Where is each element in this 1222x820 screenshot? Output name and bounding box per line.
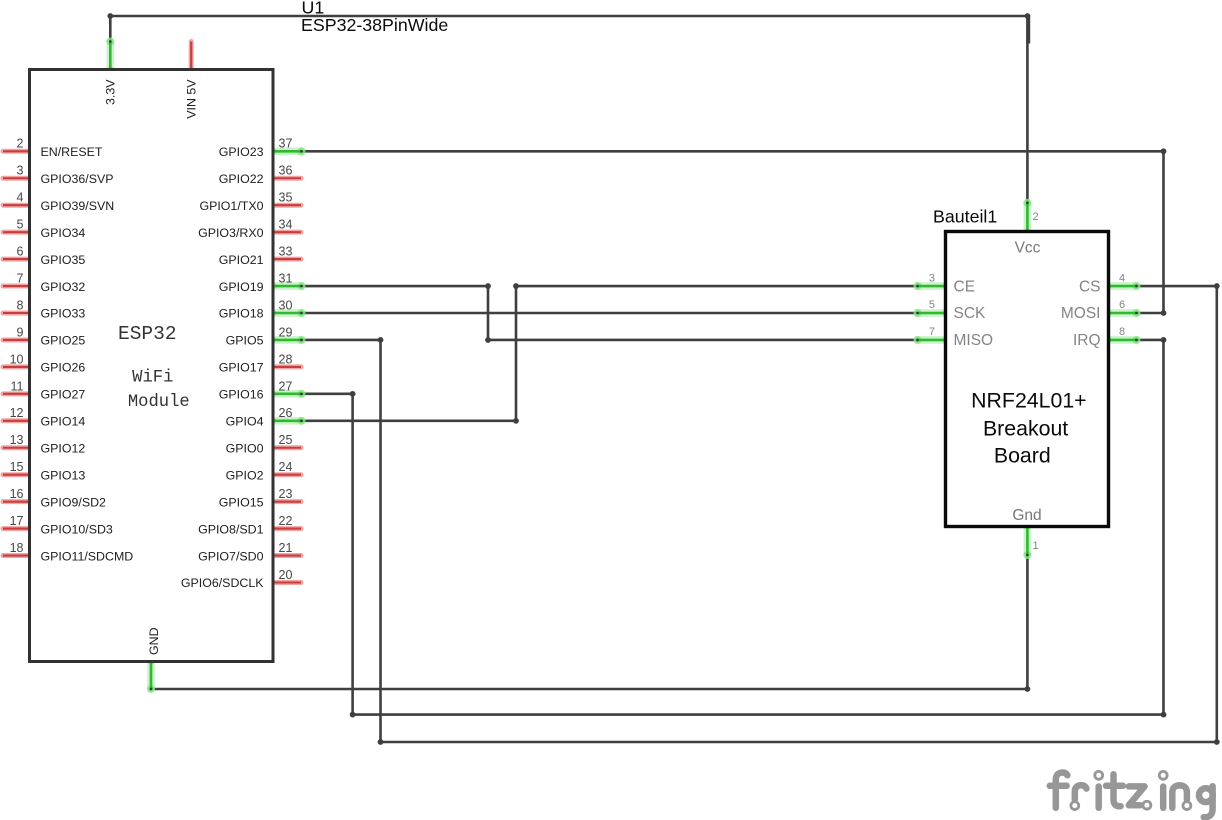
svg-text:35: 35 [279,191,293,205]
svg-text:GPIO32: GPIO32 [41,280,86,294]
svg-text:GPIO5: GPIO5 [226,334,264,348]
svg-text:GPIO25: GPIO25 [41,334,86,348]
svg-text:GPIO34: GPIO34 [41,226,86,240]
svg-text:GPIO35: GPIO35 [41,253,86,267]
svg-text:WiFi: WiFi [132,369,173,388]
svg-text:5: 5 [929,299,935,311]
svg-text:GPIO9/SD2: GPIO9/SD2 [41,495,107,509]
svg-text:CS: CS [1079,278,1101,295]
svg-text:22: 22 [279,514,293,528]
svg-text:9: 9 [17,325,24,339]
svg-text:GPIO18: GPIO18 [219,307,264,321]
svg-text:CE: CE [954,278,976,295]
svg-text:6: 6 [1119,299,1125,311]
svg-text:EN/RESET: EN/RESET [41,145,103,159]
svg-text:Bauteil1: Bauteil1 [933,207,997,227]
svg-text:29: 29 [279,325,293,339]
svg-text:30: 30 [279,298,293,312]
svg-text:1: 1 [1033,540,1039,552]
svg-text:15: 15 [10,460,24,474]
svg-text:2: 2 [17,137,24,151]
svg-text:GPIO26: GPIO26 [41,361,86,375]
svg-text:12: 12 [10,406,24,420]
svg-text:GPIO3/RX0: GPIO3/RX0 [198,226,264,240]
svg-text:8: 8 [1119,326,1125,338]
svg-text:MOSI: MOSI [1061,305,1101,322]
svg-text:7: 7 [929,326,935,338]
svg-text:21: 21 [279,541,293,555]
svg-text:GPIO21: GPIO21 [219,253,264,267]
svg-text:GPIO7/SD0: GPIO7/SD0 [198,549,264,563]
svg-text:Breakout: Breakout [983,417,1068,441]
svg-text:28: 28 [279,352,293,366]
svg-text:GPIO1/TX0: GPIO1/TX0 [199,199,263,213]
svg-text:GPIO11/SDCMD: GPIO11/SDCMD [41,549,134,563]
svg-text:3.3V: 3.3V [104,79,118,105]
svg-text:25: 25 [279,433,293,447]
svg-text:20: 20 [279,568,293,582]
svg-text:8: 8 [17,298,24,312]
svg-text:37: 37 [279,137,293,151]
svg-text:18: 18 [10,541,24,555]
svg-text:GPIO17: GPIO17 [219,361,264,375]
svg-text:GPIO13: GPIO13 [41,468,86,482]
svg-text:34: 34 [279,218,293,232]
svg-text:31: 31 [279,271,293,285]
svg-text:U1: U1 [302,0,325,18]
svg-text:7: 7 [17,271,24,285]
svg-text:GPIO27: GPIO27 [41,388,86,402]
svg-text:ESP32: ESP32 [118,323,177,345]
svg-text:6: 6 [17,245,24,259]
svg-text:IRQ: IRQ [1073,332,1101,349]
svg-text:10: 10 [10,352,24,366]
svg-text:GPIO36/SVP: GPIO36/SVP [41,172,114,186]
svg-text:33: 33 [279,245,293,259]
svg-text:GPIO12: GPIO12 [41,441,86,455]
svg-text:Vcc: Vcc [1015,240,1041,257]
svg-text:3: 3 [929,272,935,284]
svg-text:17: 17 [10,514,24,528]
svg-text:GPIO15: GPIO15 [219,495,264,509]
svg-text:24: 24 [279,460,293,474]
svg-text:GPIO16: GPIO16 [219,388,264,402]
svg-text:GPIO14: GPIO14 [41,415,86,429]
svg-text:NRF24L01+: NRF24L01+ [971,388,1086,412]
svg-text:13: 13 [10,433,24,447]
svg-text:4: 4 [17,191,24,205]
svg-text:GPIO33: GPIO33 [41,307,86,321]
svg-text:4: 4 [1119,272,1125,284]
svg-text:Gnd: Gnd [1012,507,1041,524]
svg-text:MISO: MISO [954,332,994,349]
svg-text:GND: GND [147,627,161,655]
svg-text:3: 3 [17,164,24,178]
svg-text:GPIO39/SVN: GPIO39/SVN [41,199,115,213]
svg-text:SCK: SCK [954,305,987,322]
svg-text:GPIO19: GPIO19 [219,280,264,294]
svg-text:ESP32-38PinWide: ESP32-38PinWide [301,15,448,35]
svg-text:GPIO4: GPIO4 [226,415,264,429]
svg-text:GPIO2: GPIO2 [226,468,264,482]
svg-text:GPIO0: GPIO0 [226,441,264,455]
svg-text:23: 23 [279,487,293,501]
svg-text:16: 16 [10,487,24,501]
svg-text:Module: Module [128,393,190,412]
svg-text:27: 27 [279,379,293,393]
svg-text:GPIO22: GPIO22 [219,172,264,186]
svg-text:Board: Board [994,443,1051,467]
svg-text:11: 11 [11,379,24,393]
svg-text:GPIO6/SDCLK: GPIO6/SDCLK [181,576,264,590]
svg-text:GPIO8/SD1: GPIO8/SD1 [198,522,264,536]
svg-text:GPIO10/SD3: GPIO10/SD3 [41,522,113,536]
svg-text:VIN 5V: VIN 5V [185,79,199,119]
svg-text:GPIO23: GPIO23 [219,145,264,159]
svg-text:36: 36 [279,164,293,178]
svg-text:26: 26 [279,406,293,420]
svg-text:2: 2 [1033,211,1039,223]
svg-text:5: 5 [17,218,24,232]
